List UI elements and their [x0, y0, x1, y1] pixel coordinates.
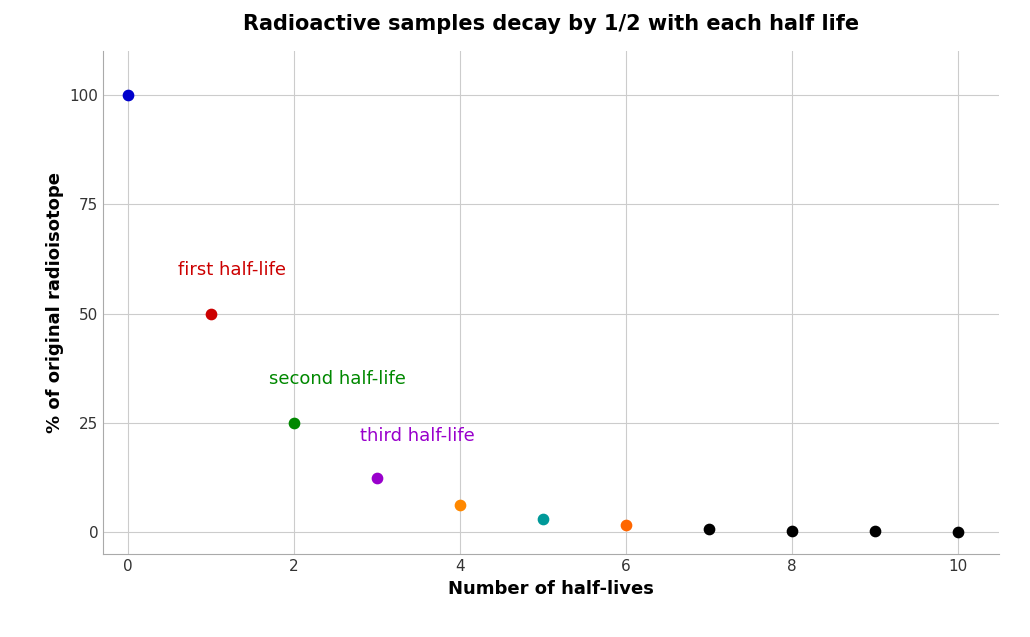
Y-axis label: % of original radioisotope: % of original radioisotope — [45, 172, 64, 433]
Point — [866, 526, 883, 536]
Point — [700, 524, 717, 534]
Point — [617, 520, 633, 531]
Point — [451, 500, 468, 510]
X-axis label: Number of half-lives: Number of half-lives — [448, 580, 654, 598]
Point — [203, 308, 219, 318]
Point — [369, 473, 385, 483]
Point — [285, 418, 302, 428]
Title: Radioactive samples decay by 1/2 with each half life: Radioactive samples decay by 1/2 with ea… — [243, 14, 859, 34]
Point — [535, 513, 551, 524]
Text: third half-life: third half-life — [360, 427, 475, 445]
Point — [119, 90, 136, 100]
Point — [950, 527, 966, 537]
Point — [784, 526, 800, 536]
Text: second half-life: second half-life — [269, 370, 406, 388]
Text: first half-life: first half-life — [177, 261, 285, 278]
